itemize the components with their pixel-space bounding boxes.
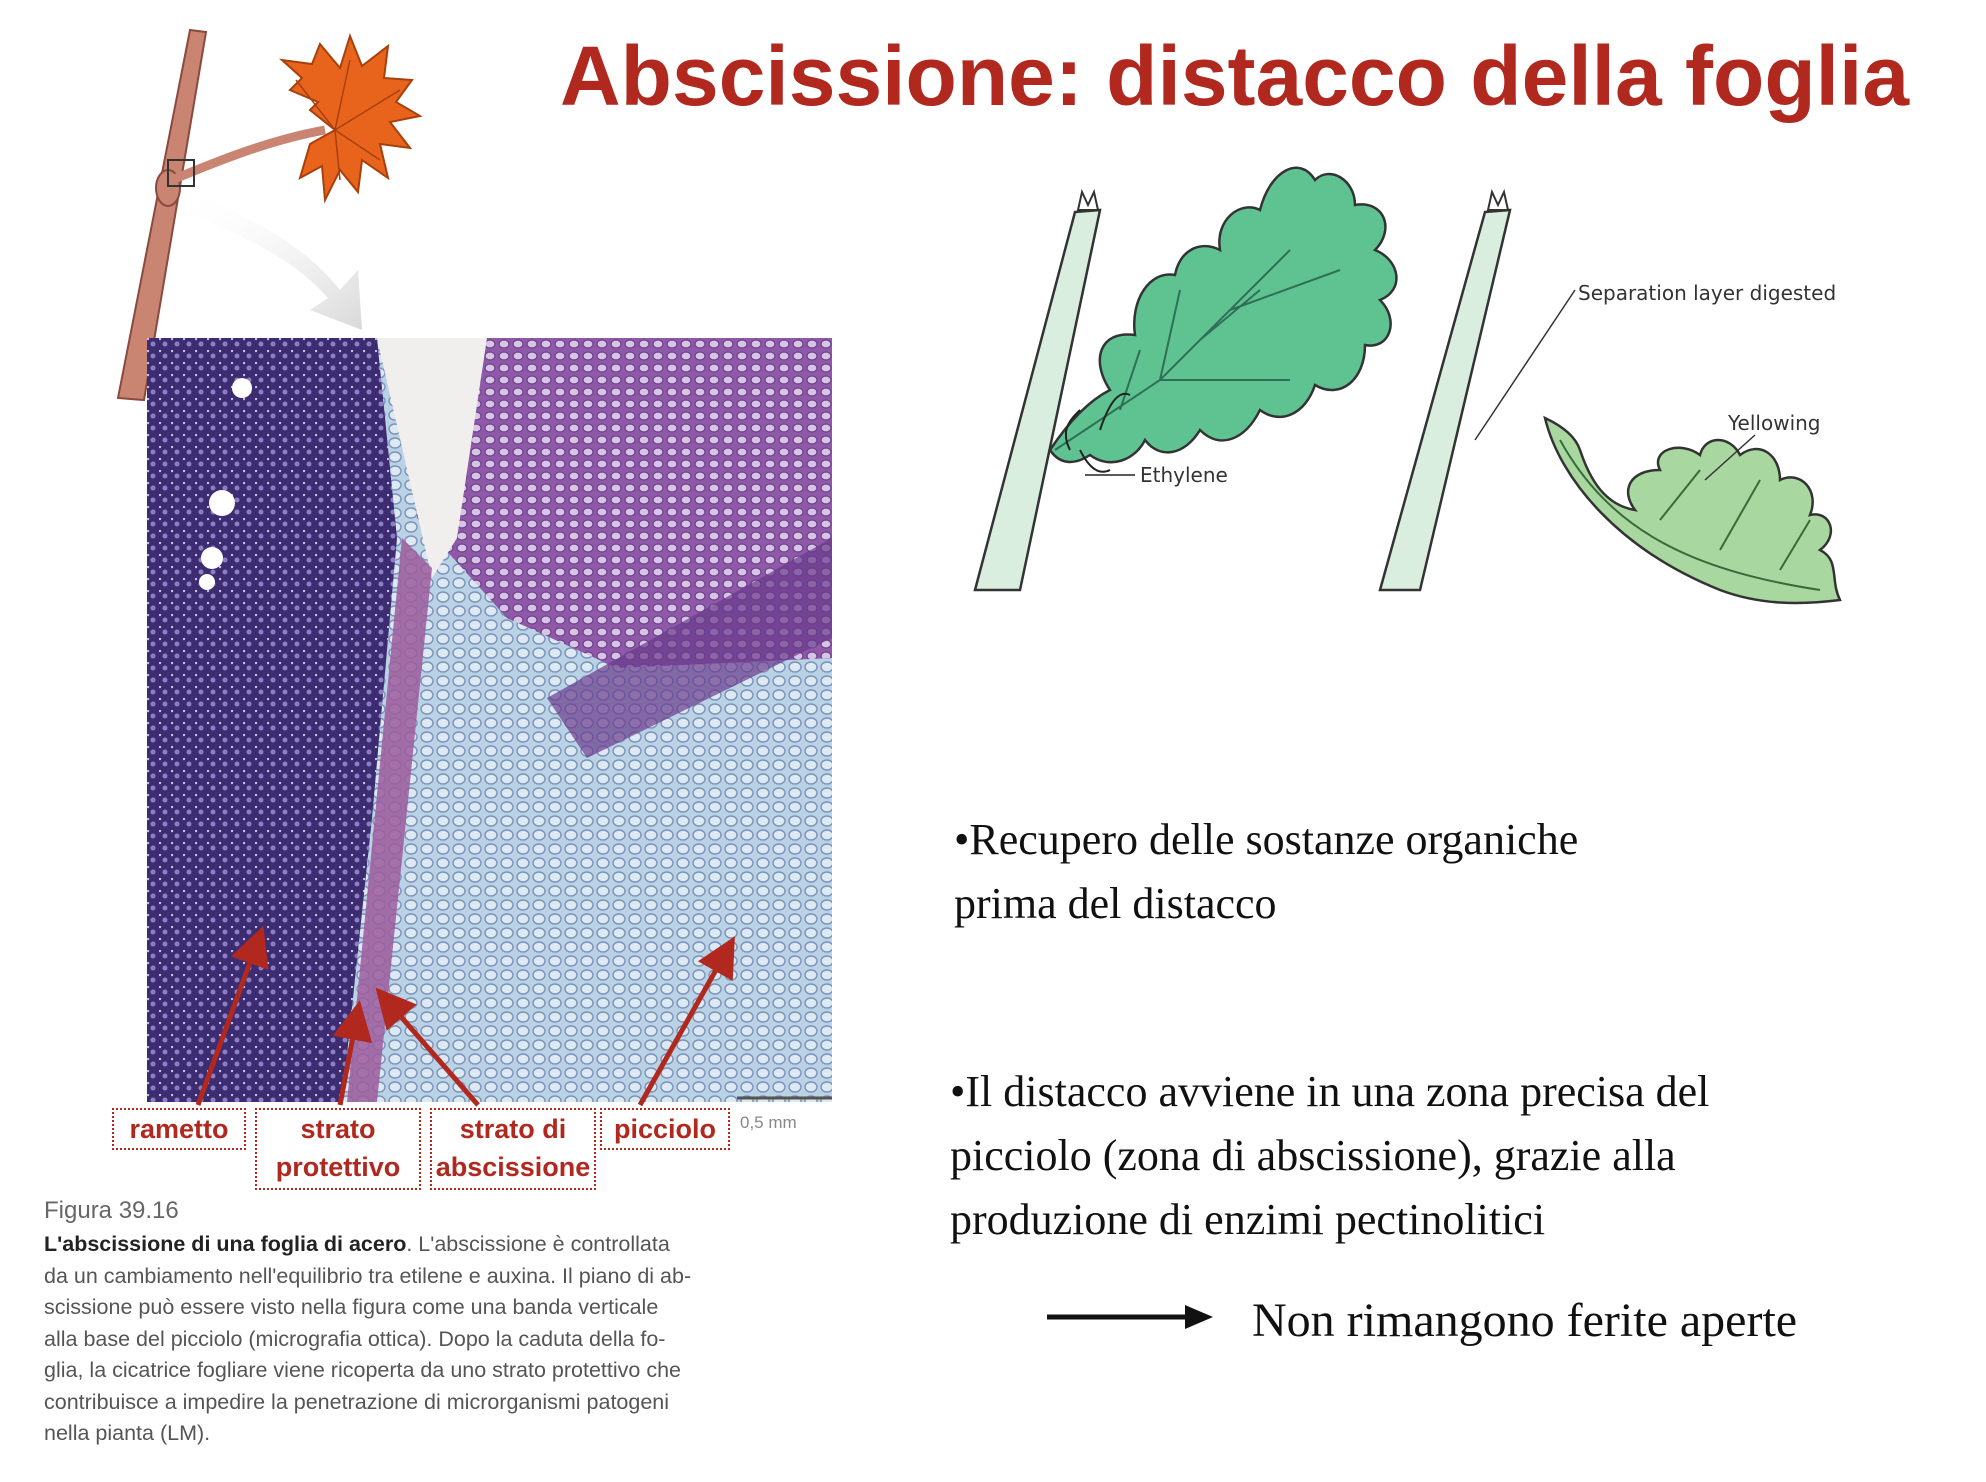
scale-label: 0,5 mm	[740, 1113, 797, 1132]
oak-leaf-green	[1048, 166, 1398, 464]
label-strato-protettivo: strato protettivo	[255, 1108, 421, 1190]
slide-title: Abscissione: distacco della foglia	[560, 29, 1910, 123]
arrow-rametto	[195, 925, 269, 1106]
label-picciolo: picciolo	[600, 1108, 730, 1150]
twig-right	[1378, 208, 1512, 592]
bullet-recupero: •Recupero delle sostanze organiche prima…	[954, 815, 1579, 928]
maple-twig-illustration	[116, 28, 423, 402]
label-rametto: rametto	[112, 1108, 246, 1150]
maple-leaf	[278, 33, 423, 204]
twig-left	[973, 208, 1102, 592]
arrow-strato-protettivo	[332, 1000, 373, 1106]
figure-caption: Figura 39.16 L'abscissione di una foglia…	[44, 1197, 844, 1450]
caption-text: L'abscissione di una foglia di acero. L'…	[44, 1232, 692, 1445]
yellowing-label: Yellowing	[1727, 411, 1821, 435]
zoom-arrow-icon	[180, 190, 362, 330]
abscission-micrograph	[147, 338, 832, 1102]
detail-box	[167, 159, 195, 187]
caption-lead: L'abscissione di una foglia di acero	[44, 1232, 407, 1256]
right-arrow-icon	[1047, 1305, 1213, 1329]
label-strato-abscissione: strato di abscissione	[430, 1108, 596, 1190]
ethylene-label: Ethylene	[1140, 463, 1228, 487]
ethylene-abscission-diagram: Ethylene Separation layer digested Yello…	[973, 166, 1842, 605]
arrow-strato-abscissione	[375, 987, 480, 1107]
figure-number: Figura 39.16	[44, 1197, 179, 1224]
arrow-picciolo	[637, 936, 735, 1107]
oak-leaf-yellowing	[1543, 415, 1842, 605]
twig	[116, 28, 208, 402]
bullet-distacco: •Il distacco avviene in una zona precisa…	[950, 1067, 1710, 1244]
conclusion-text: Non rimangono ferite aperte	[1252, 1294, 1798, 1347]
separation-label: Separation layer digested	[1578, 281, 1836, 305]
